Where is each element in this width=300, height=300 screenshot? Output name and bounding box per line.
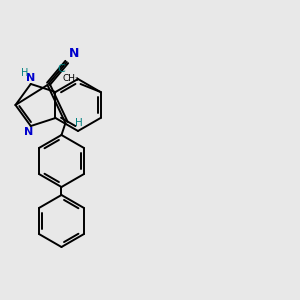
Text: H: H [21,68,28,78]
Text: N: N [24,127,33,137]
Text: H: H [76,118,83,128]
Text: CH₃: CH₃ [63,74,80,83]
Text: C: C [57,64,65,74]
Text: N: N [69,47,79,60]
Text: N: N [26,73,35,83]
